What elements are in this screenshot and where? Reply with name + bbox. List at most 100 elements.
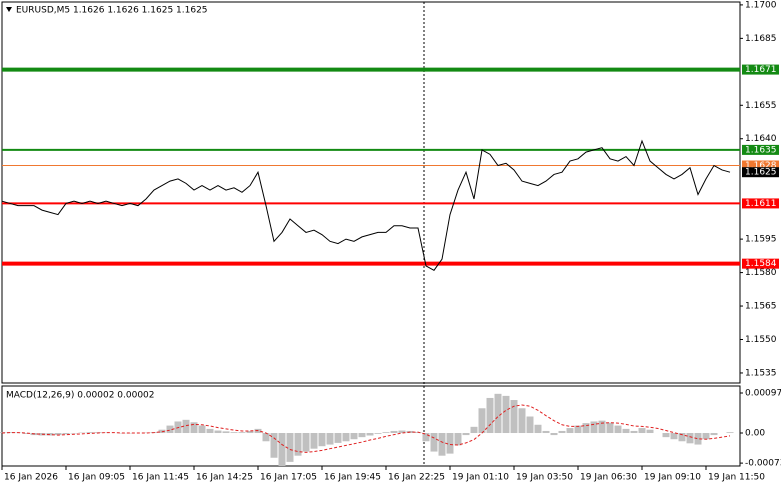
histogram-bar: [278, 433, 286, 466]
histogram-bar: [470, 426, 478, 434]
main-panel: [1, 1, 741, 384]
histogram-bar: [510, 400, 518, 434]
x-tick-label: 16 Jan 11:45: [132, 473, 189, 483]
histogram-bar: [382, 432, 390, 434]
histogram-bar: [694, 433, 702, 445]
level-label-box: [742, 258, 779, 269]
histogram-bar: [358, 433, 366, 438]
histogram-bar: [558, 430, 566, 434]
histogram-bar: [238, 432, 246, 434]
histogram-bar: [390, 430, 398, 434]
histogram-bar: [222, 431, 230, 434]
histogram-bar: [318, 433, 326, 447]
histogram-bar: [534, 424, 542, 434]
histogram-bar: [614, 425, 622, 434]
histogram-bar: [374, 433, 382, 434]
histogram-bar: [262, 433, 270, 442]
x-tick-label: 19 Jan 03:50: [516, 473, 573, 483]
histogram-bar: [310, 433, 318, 449]
histogram-bar: [542, 430, 550, 434]
histogram-bar: [246, 430, 254, 434]
menu-arrow: [6, 7, 12, 12]
histogram-bar: [206, 428, 214, 434]
chart-title: EURUSD,M5 1.1626 1.1626 1.1625 1.1625: [16, 6, 208, 16]
histogram-bar: [494, 393, 502, 434]
x-tick-label: 16 Jan 22:25: [388, 473, 445, 483]
y-tick-label: -0.00073: [745, 459, 781, 469]
histogram-bar: [574, 425, 582, 434]
y-tick-label: 1.1580: [745, 268, 777, 278]
histogram-bar: [302, 433, 310, 452]
level-label-box: [742, 64, 779, 75]
histogram-bar: [6, 432, 14, 434]
histogram-bar: [502, 395, 510, 434]
histogram-bar: [334, 433, 342, 443]
histogram-bar: [86, 432, 94, 434]
histogram-bar: [366, 433, 374, 436]
y-tick-label: 0.00: [745, 429, 765, 439]
histogram-bar: [438, 433, 446, 456]
y-tick-label: 1.1700: [745, 0, 777, 10]
x-tick-label: 19 Jan 09:10: [644, 473, 701, 483]
histogram-bar: [606, 422, 614, 434]
histogram-bar: [422, 433, 430, 442]
histogram-bar: [350, 433, 358, 440]
histogram-bar: [270, 433, 278, 458]
histogram-bar: [726, 432, 734, 434]
histogram-bar: [670, 433, 678, 440]
y-tick-label: 1.1685: [745, 34, 777, 44]
histogram-bar: [22, 433, 30, 434]
histogram-bar: [446, 433, 454, 454]
x-tick-label: 16 Jan 19:45: [324, 473, 381, 483]
histogram-bar: [702, 433, 710, 440]
level-label: 1.1584: [745, 259, 777, 269]
histogram-bar: [598, 420, 606, 434]
y-tick-label: 1.1550: [745, 335, 777, 345]
level-label: 1.1625: [745, 168, 777, 178]
histogram-bar: [646, 429, 654, 434]
x-tick-label: 16 Jan 2026: [4, 473, 58, 483]
y-tick-label: 1.1595: [745, 235, 777, 245]
y-tick-label: 1.1565: [745, 302, 777, 312]
level-label: 1.1671: [745, 65, 777, 75]
level-label: 1.1635: [745, 145, 777, 155]
macd-title: MACD(12,26,9) 0.00002 0.00002: [6, 391, 155, 401]
histogram-bar: [230, 432, 238, 434]
y-tick-label: 1.1655: [745, 101, 777, 111]
histogram-bar: [526, 416, 534, 434]
histogram-bar: [454, 433, 462, 446]
price-line: [1, 139, 731, 272]
histogram-bar: [286, 433, 294, 462]
y-tick-label: 0.00097: [745, 389, 781, 399]
level-label-box: [742, 160, 779, 171]
x-tick-label: 16 Jan 17:05: [260, 473, 317, 483]
signal-line: [1, 404, 731, 453]
histogram-bar: [166, 425, 174, 434]
histogram-bar: [486, 397, 494, 434]
histogram-bar: [662, 433, 670, 438]
histogram-bar: [478, 408, 486, 434]
histogram-bar: [550, 433, 558, 436]
histogram-bar: [590, 421, 598, 434]
histogram-bar: [462, 433, 470, 436]
x-tick-label: 16 Jan 09:05: [68, 473, 125, 483]
histogram-bar: [686, 433, 694, 444]
level-label-box: [742, 198, 779, 209]
y-tick-label: 1.1535: [745, 368, 777, 378]
histogram-bar: [678, 433, 686, 442]
x-tick-label: 16 Jan 14:25: [196, 473, 253, 483]
x-tick-label: 19 Jan 01:10: [452, 473, 509, 483]
histogram-bar: [46, 433, 54, 436]
histogram-bar: [430, 433, 438, 452]
histogram-bar: [518, 408, 526, 434]
histogram-bar: [622, 428, 630, 434]
histogram-bar: [710, 433, 718, 436]
y-tick-label: 1.1640: [745, 134, 777, 144]
histogram-bar: [214, 430, 222, 434]
histogram-bar: [182, 419, 190, 434]
level-label: 1.1628: [745, 161, 777, 171]
histogram-bar: [638, 428, 646, 434]
level-label-box: [742, 144, 779, 155]
